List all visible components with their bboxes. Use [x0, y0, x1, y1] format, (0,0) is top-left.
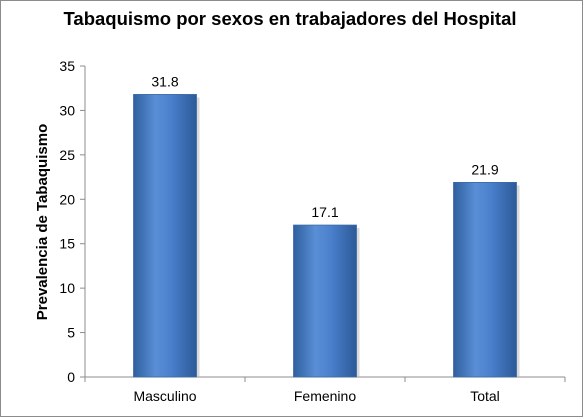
y-axis-title: Prevalencia de Tabaquismo: [34, 124, 51, 320]
labels: 31.8 Masculino 17.1 Femenino 21.9 Total: [133, 73, 499, 404]
x-category-label: Masculino: [133, 388, 196, 404]
data-label: 21.9: [471, 161, 498, 177]
y-tick-label: 25: [59, 147, 75, 163]
y-tick-label: 35: [59, 58, 75, 74]
bar-femenino: [293, 224, 357, 378]
y-tick-label: 30: [59, 102, 75, 118]
bars: [133, 94, 520, 378]
x-category-label: Femenino: [294, 388, 356, 404]
y-tick-label: 10: [59, 280, 75, 296]
data-label: 17.1: [311, 204, 338, 220]
chart-title: Tabaquismo por sexos en trabajadores del…: [63, 8, 517, 29]
data-label: 31.8: [151, 73, 178, 89]
bar-masculino: [133, 94, 197, 378]
bar-total: [453, 182, 517, 378]
x-category-label: Total: [470, 388, 500, 404]
y-tick-label: 5: [67, 325, 75, 341]
axes: 0 5 10 15 20 25 30 35: [59, 58, 566, 385]
y-tick-label: 15: [59, 236, 75, 252]
y-tick-label: 0: [67, 369, 75, 385]
y-tick-label: 20: [59, 191, 75, 207]
